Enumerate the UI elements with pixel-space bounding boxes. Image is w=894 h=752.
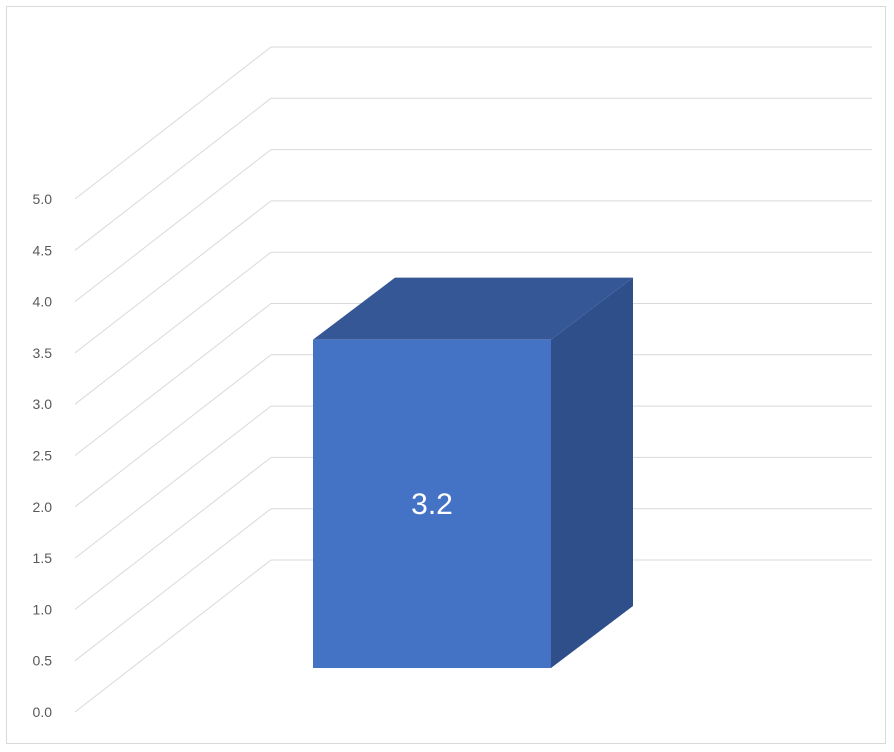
y-axis-ticks: 0.0 0.5 1.0 1.5 2.0 2.5 3.0 3.5 4.0 4.5 5.0 <box>33 191 53 720</box>
gridline-side <box>74 46 272 200</box>
gridline-side <box>74 559 272 713</box>
gridline-side <box>74 251 272 405</box>
y-tick-label: 1.5 <box>33 550 53 566</box>
y-tick-label: 2.0 <box>33 499 53 515</box>
y-tick-label: 4.5 <box>33 242 53 258</box>
bar-top-face <box>313 277 633 340</box>
gridline-side <box>74 303 272 456</box>
y-tick-label: 0.5 <box>33 653 53 669</box>
gridline-side <box>74 149 272 302</box>
y-tick-label: 1.0 <box>33 601 53 617</box>
gridline-side <box>74 200 272 354</box>
y-tick-label: 5.0 <box>33 191 53 207</box>
gridline-side <box>74 405 272 559</box>
gridline-side <box>74 354 272 508</box>
y-tick-label: 0.0 <box>33 704 53 720</box>
bar <box>313 339 551 668</box>
bar-value-label: 3.2 <box>411 488 453 521</box>
gridline-side <box>74 97 272 251</box>
y-tick-label: 3.0 <box>33 396 53 412</box>
bars <box>313 277 633 668</box>
gridline-side <box>74 508 272 662</box>
gridline-side <box>74 457 272 610</box>
y-tick-label: 3.5 <box>33 345 53 361</box>
data-labels: 3.2 <box>411 488 453 521</box>
y-tick-label: 4.0 <box>33 294 53 310</box>
y-tick-label: 2.5 <box>33 448 53 464</box>
bar-side-face <box>551 277 633 668</box>
